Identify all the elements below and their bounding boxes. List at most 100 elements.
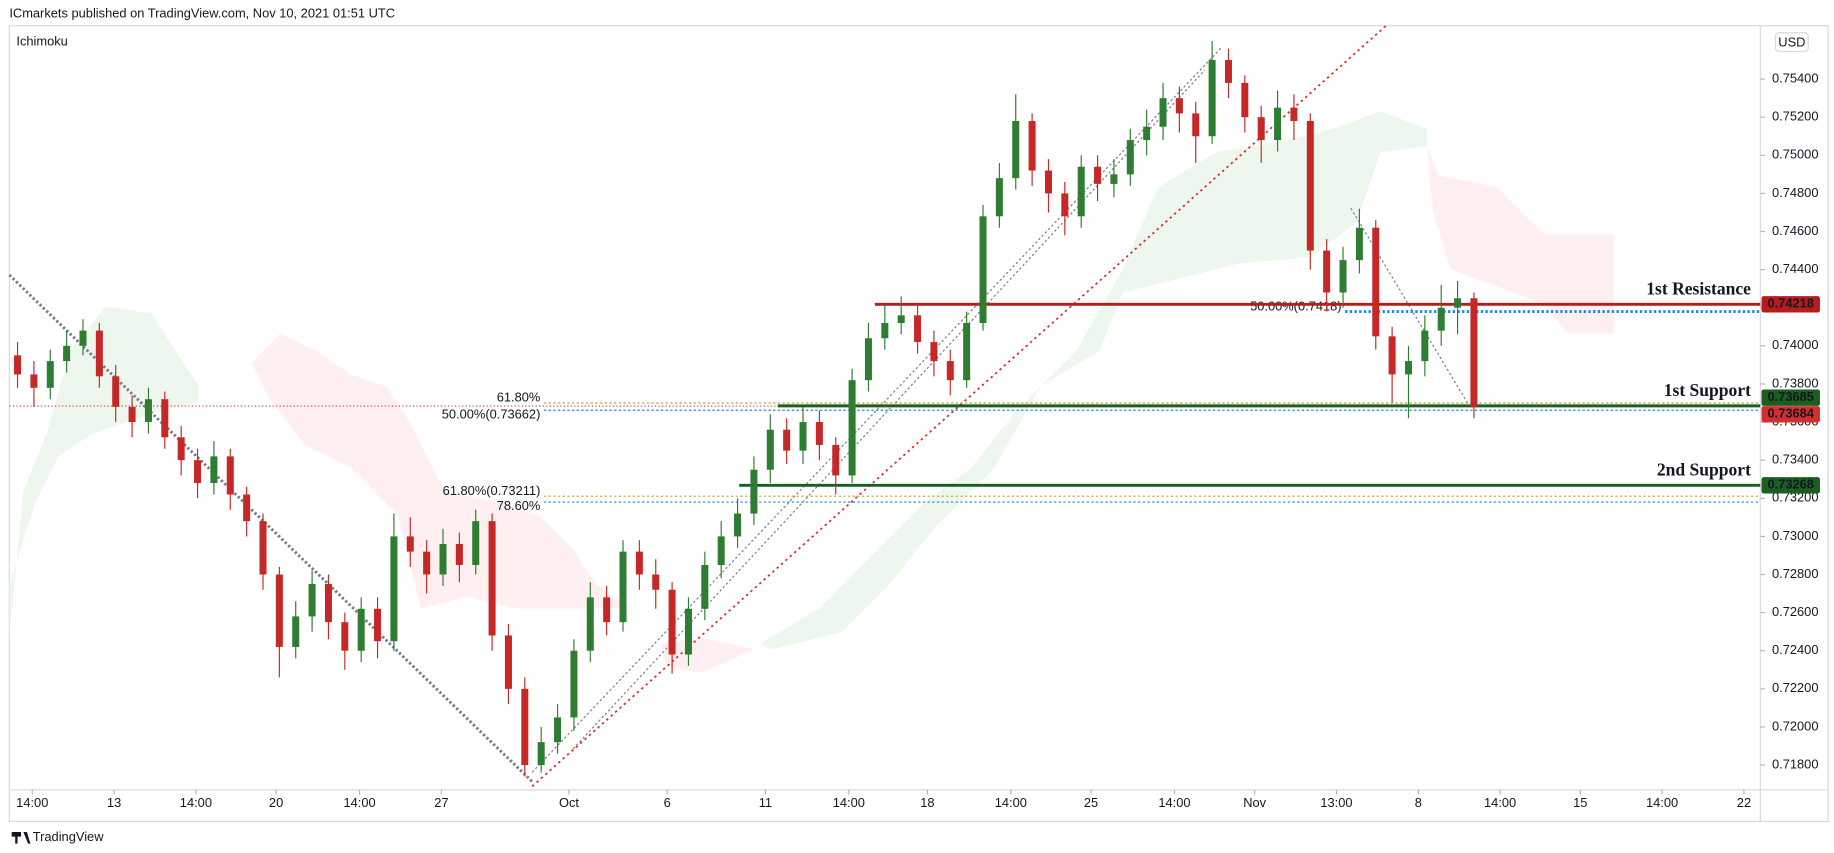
candle-body xyxy=(1470,298,1478,407)
fib-label: 50.00%(0.73662) xyxy=(442,406,541,421)
candle-body xyxy=(1110,174,1118,184)
candle-body xyxy=(1421,330,1429,362)
candle-body xyxy=(1241,82,1249,118)
y-tick-label: 0.75200 xyxy=(1772,109,1818,124)
candle-body xyxy=(619,551,627,623)
candle-body xyxy=(1044,170,1052,194)
cloud-red xyxy=(660,637,755,673)
candle-body xyxy=(668,589,676,655)
price-tag xyxy=(1761,389,1820,406)
y-tick-label: 0.73800 xyxy=(1772,375,1818,390)
candle-body xyxy=(652,574,660,590)
x-tick-label: 25 xyxy=(1084,795,1098,810)
candle-body xyxy=(897,315,905,323)
candle-body xyxy=(799,422,807,451)
price-tag-label: 0.74218 xyxy=(1767,296,1813,311)
candle-body xyxy=(292,616,300,647)
cloud-red xyxy=(1426,146,1615,334)
candles xyxy=(14,40,1478,777)
x-tick-label: 11 xyxy=(759,795,772,810)
candle-body xyxy=(717,536,725,565)
y-tick-label: 0.74000 xyxy=(1772,337,1818,352)
x-tick-label: 22 xyxy=(1737,795,1751,810)
candle-body xyxy=(194,460,202,484)
candle-body xyxy=(112,376,120,407)
x-tick-label: 18 xyxy=(920,795,934,810)
candle-body xyxy=(14,355,22,375)
candle-body xyxy=(864,338,872,381)
candle-body xyxy=(521,688,529,766)
candle-body xyxy=(1437,307,1445,331)
logo-text: TradingView xyxy=(33,829,104,844)
frame xyxy=(8,25,1829,822)
candle-body xyxy=(684,608,692,655)
candle-body xyxy=(79,330,87,346)
candle-body xyxy=(1192,113,1200,137)
logo[interactable]: TradingView xyxy=(11,829,105,844)
price-tag xyxy=(1761,406,1820,423)
cloud-red xyxy=(251,333,632,609)
candle-body xyxy=(455,544,463,565)
candle-body xyxy=(243,494,251,522)
y-tick-label: 0.73000 xyxy=(1772,528,1818,543)
y-tick-label: 0.72400 xyxy=(1772,642,1818,657)
candle-body xyxy=(914,315,922,343)
x-tick-label: 14:00 xyxy=(180,795,212,810)
candle-body xyxy=(1208,60,1216,137)
candle-body xyxy=(832,444,840,476)
candle-body xyxy=(423,551,431,575)
x-tick-label: 20 xyxy=(269,795,283,810)
candle-body xyxy=(406,536,414,552)
candle-body xyxy=(1224,60,1232,83)
x-tick-label: 14:00 xyxy=(833,795,865,810)
candle-body xyxy=(341,622,349,651)
candle-body xyxy=(881,322,889,339)
candle-body xyxy=(144,399,152,423)
candle-body xyxy=(374,608,382,642)
candle-body xyxy=(1306,121,1314,251)
candle-body xyxy=(226,456,234,495)
candle-body xyxy=(259,521,267,575)
candle-body xyxy=(95,330,103,377)
candle-body xyxy=(586,597,594,651)
currency-box[interactable] xyxy=(1774,32,1809,53)
y-tick-label: 0.72800 xyxy=(1772,566,1818,581)
candle-body xyxy=(1339,260,1347,293)
x-tick-label: 14:00 xyxy=(995,795,1027,810)
candle-body xyxy=(635,551,643,575)
candle-body xyxy=(488,521,496,636)
x-tick-label: 14:00 xyxy=(1484,795,1516,810)
fib-label: 61.80% xyxy=(497,390,541,405)
candle-body xyxy=(1175,98,1183,114)
candle-body xyxy=(128,406,136,423)
candle-body xyxy=(1257,117,1265,141)
x-tick-label: 14:00 xyxy=(16,795,48,810)
candle-body xyxy=(1323,250,1331,293)
candle-body xyxy=(1355,227,1363,261)
candle-body xyxy=(766,429,774,470)
y-tick-label: 0.72200 xyxy=(1772,680,1818,695)
ichimoku-cloud xyxy=(9,111,1615,673)
channel-line xyxy=(531,46,1223,773)
y-tick-label: 0.74800 xyxy=(1772,185,1818,200)
candle-body xyxy=(930,342,938,362)
candle-body xyxy=(1126,140,1134,175)
candle-body xyxy=(848,380,856,476)
currency: USD xyxy=(1778,35,1805,50)
candle-body xyxy=(275,574,283,647)
candle-body xyxy=(1012,121,1020,179)
x-tick-label: 27 xyxy=(434,795,448,810)
x-tick-label: 13 xyxy=(107,795,121,810)
candle-body xyxy=(1274,107,1282,141)
x-tick-label: Oct xyxy=(559,795,579,810)
y-tick-label: 0.72600 xyxy=(1772,604,1818,619)
candle-body xyxy=(390,536,398,642)
cloud-green xyxy=(760,111,1427,650)
x-tick-label: 14:00 xyxy=(343,795,375,810)
y-tick-label: 0.72000 xyxy=(1772,718,1818,733)
candle-body xyxy=(1077,166,1085,217)
x-tick-label: 8 xyxy=(1415,795,1422,810)
candle-body xyxy=(1028,121,1036,171)
y-tick-label: 0.71800 xyxy=(1772,756,1818,771)
candle-body xyxy=(701,564,709,609)
